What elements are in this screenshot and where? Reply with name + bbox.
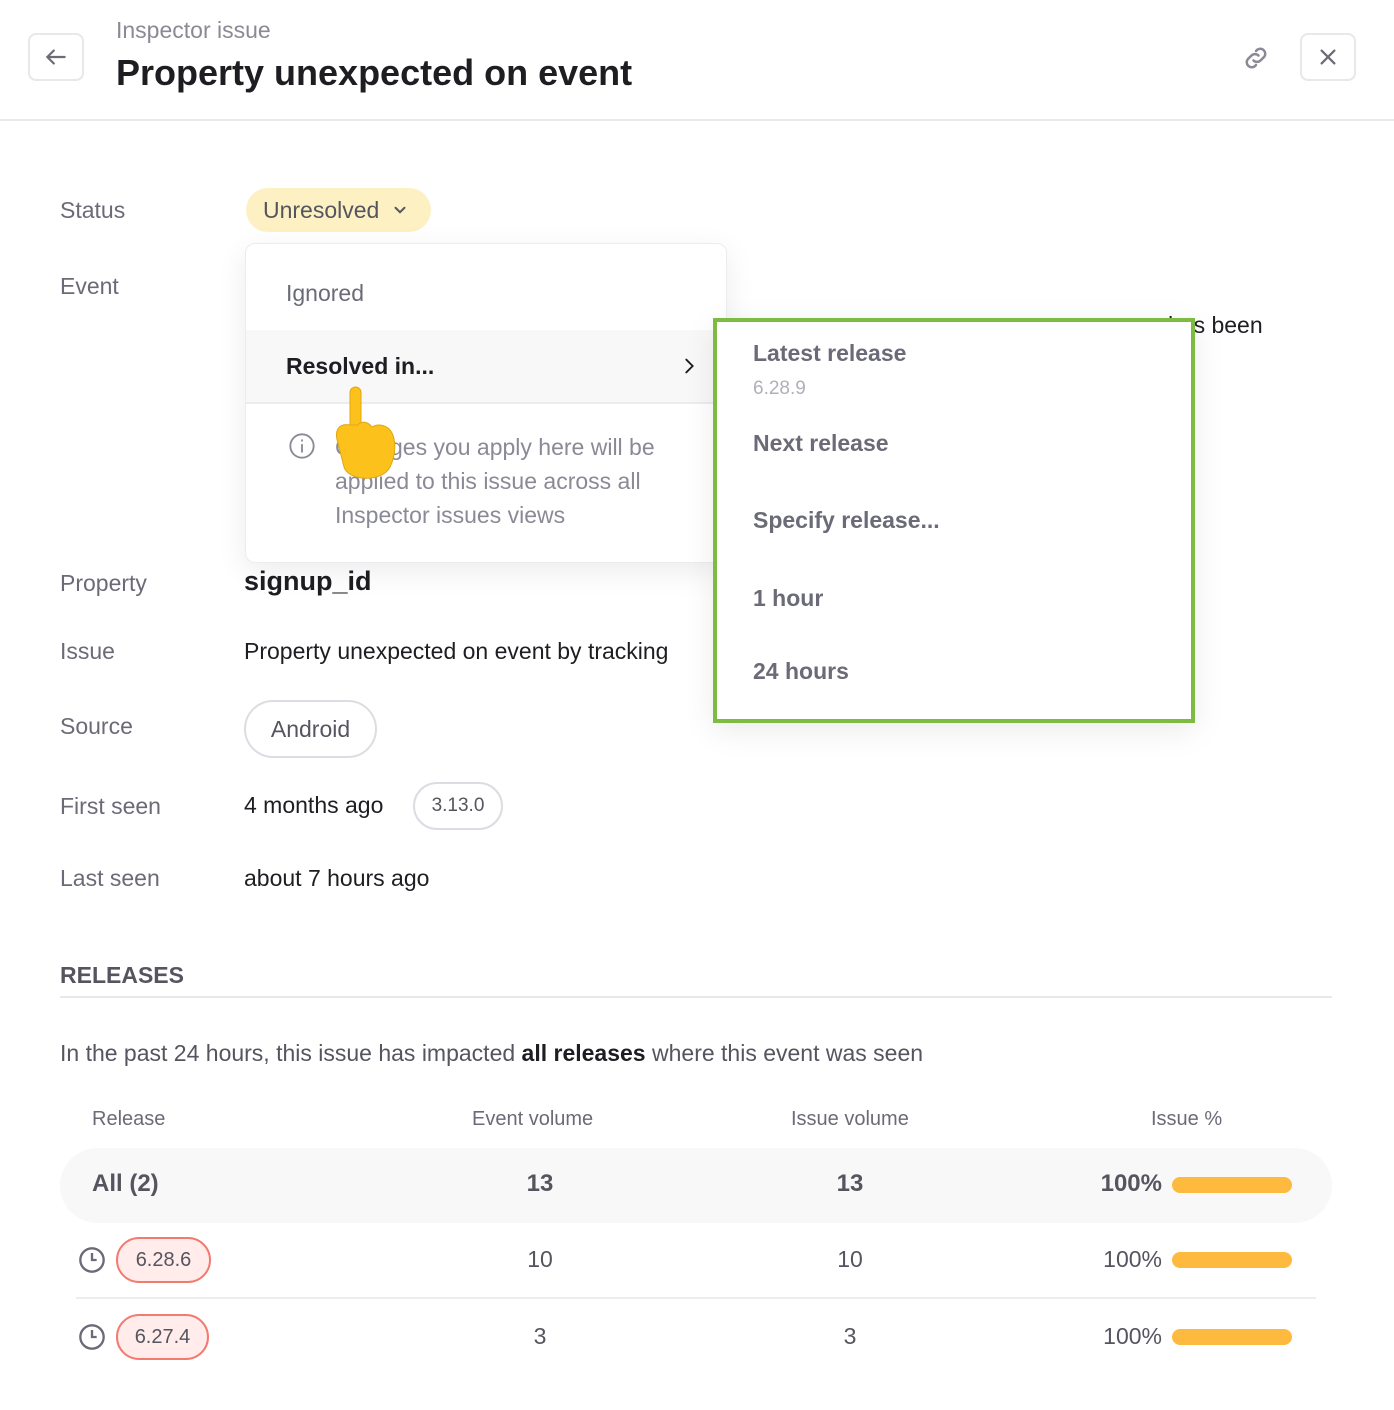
close-icon bbox=[1320, 49, 1336, 65]
submenu-item-label: Latest release bbox=[753, 340, 907, 366]
summary-text: where this event was seen bbox=[645, 1040, 924, 1066]
summary-text: In the past 24 hours, this issue has imp… bbox=[60, 1040, 522, 1066]
latest-release-version: 6.28.9 bbox=[753, 378, 806, 399]
divider bbox=[76, 1297, 1316, 1299]
source-label: Source bbox=[60, 713, 133, 739]
issue-pct-bar bbox=[1172, 1252, 1292, 1268]
header-subtitle: Inspector issue bbox=[116, 17, 271, 43]
status-dropdown[interactable]: Unresolved bbox=[246, 188, 432, 232]
summary-bold: all releases bbox=[521, 1040, 646, 1066]
status-label: Status bbox=[60, 197, 126, 223]
submenu-item-next-release[interactable]: Next release bbox=[753, 430, 889, 456]
property-label: Property bbox=[60, 570, 147, 596]
page-title: Property unexpected on event bbox=[116, 52, 633, 93]
column-header-release: Release bbox=[92, 1108, 166, 1130]
issue-pct-bar bbox=[1172, 1329, 1292, 1345]
issue-pct: 100% bbox=[1100, 1170, 1162, 1197]
arrow-left-icon bbox=[45, 49, 66, 65]
property-value: signup_id bbox=[244, 566, 372, 596]
submenu-item-1-hour[interactable]: 1 hour bbox=[753, 585, 824, 611]
releases-heading: RELEASES bbox=[60, 962, 184, 988]
issue-label: Issue bbox=[60, 638, 115, 664]
status-menu: Ignored Resolved in... Changes you apply… bbox=[245, 243, 727, 563]
info-icon bbox=[289, 433, 315, 459]
first-seen-label: First seen bbox=[60, 793, 161, 819]
event-volume: 10 bbox=[527, 1246, 553, 1272]
release-badge[interactable]: 6.27.4 bbox=[116, 1314, 209, 1360]
back-button[interactable] bbox=[28, 33, 84, 81]
issue-pct-bar bbox=[1172, 1177, 1292, 1193]
event-volume: 13 bbox=[526, 1170, 554, 1197]
first-seen-value: 4 months ago bbox=[244, 792, 384, 818]
release-name: All (2) bbox=[92, 1170, 159, 1197]
issue-volume: 3 bbox=[843, 1323, 857, 1349]
first-seen-version-badge: 3.13.0 bbox=[413, 782, 503, 830]
chevron-right-icon bbox=[685, 358, 694, 374]
divider bbox=[60, 996, 1332, 998]
event-volume: 3 bbox=[533, 1323, 547, 1349]
issue-volume: 10 bbox=[837, 1246, 863, 1272]
resolved-in-submenu: Latest release 6.28.9 Next release Speci… bbox=[713, 318, 1195, 723]
releases-summary: In the past 24 hours, this issue has imp… bbox=[60, 1040, 923, 1067]
issue-value: Property unexpected on event by tracking bbox=[244, 638, 669, 664]
header: Inspector issue Property unexpected on e… bbox=[0, 0, 1394, 121]
column-header-issue-volume: Issue volume bbox=[791, 1108, 909, 1130]
submenu-item-specify-release[interactable]: Specify release... bbox=[753, 507, 940, 533]
release-badge[interactable]: 6.28.6 bbox=[116, 1237, 211, 1283]
menu-item-label: Resolved in... bbox=[286, 353, 435, 379]
copy-link-button[interactable] bbox=[1238, 40, 1274, 76]
chevron-down-icon bbox=[394, 206, 406, 214]
column-header-issue-pct: Issue % bbox=[1151, 1108, 1223, 1130]
source-badge: Android bbox=[244, 700, 377, 758]
clock-icon bbox=[79, 1324, 105, 1350]
menu-item-label: Ignored bbox=[286, 280, 365, 306]
issue-pct: 100% bbox=[1103, 1323, 1162, 1349]
column-header-event-volume: Event volume bbox=[472, 1108, 594, 1130]
issue-pct: 100% bbox=[1103, 1246, 1162, 1272]
table-row: All (2) 13 13 100% bbox=[60, 1148, 1332, 1223]
event-label: Event bbox=[60, 273, 119, 299]
submenu-item-24-hours[interactable]: 24 hours bbox=[753, 658, 849, 684]
link-icon bbox=[1245, 47, 1267, 69]
close-button[interactable] bbox=[1300, 33, 1356, 81]
issue-volume: 13 bbox=[836, 1170, 864, 1197]
menu-item-ignored[interactable]: Ignored bbox=[246, 244, 726, 330]
menu-item-resolved-in[interactable]: Resolved in... bbox=[246, 330, 726, 404]
status-value: Unresolved bbox=[263, 196, 380, 223]
last-seen-value: about 7 hours ago bbox=[244, 865, 430, 891]
clock-icon bbox=[79, 1247, 105, 1273]
pointing-hand-cursor-icon bbox=[336, 386, 396, 479]
last-seen-label: Last seen bbox=[60, 865, 160, 891]
